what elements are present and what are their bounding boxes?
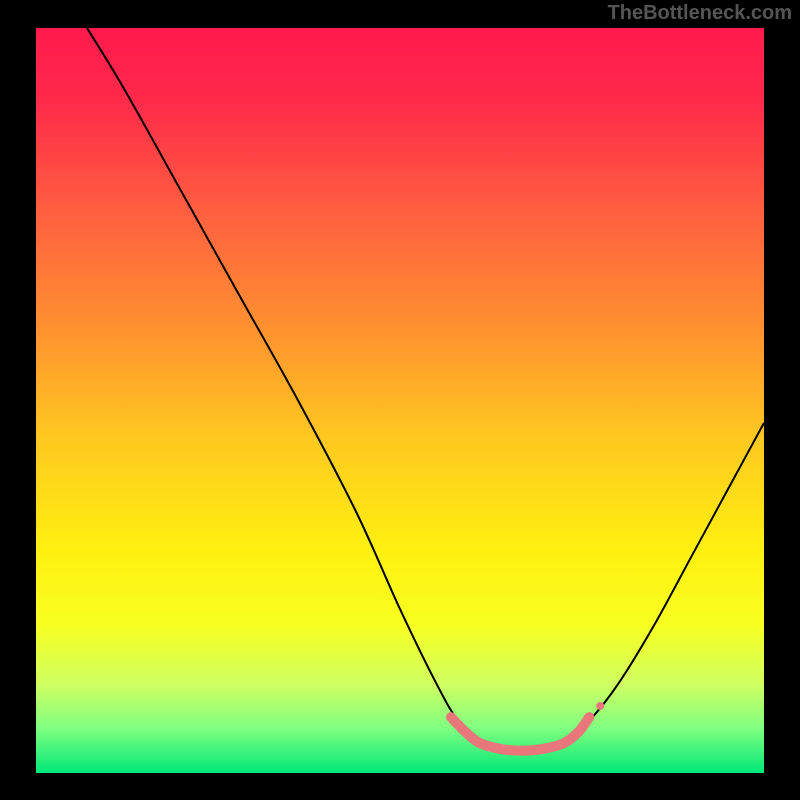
highlight-dot — [596, 702, 604, 710]
highlight-blob — [451, 717, 589, 751]
bottleneck-curve — [87, 28, 764, 749]
curve-layer — [36, 28, 764, 773]
watermark-text: TheBottleneck.com — [608, 2, 792, 25]
plot-area — [36, 28, 764, 773]
